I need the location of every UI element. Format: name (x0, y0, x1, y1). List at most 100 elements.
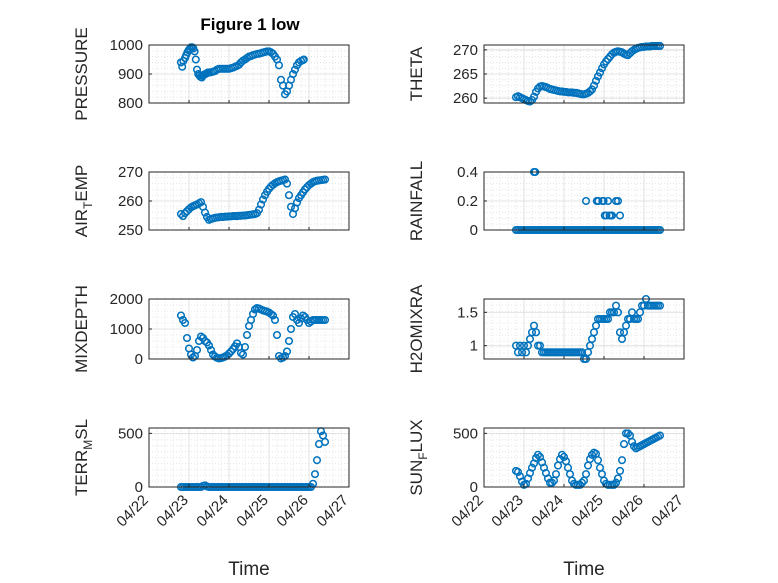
data-point (192, 345, 202, 355)
y-tick-label: 0 (135, 351, 143, 368)
data-point (581, 470, 591, 479)
y-tick-label: 260 (453, 90, 478, 107)
data-point (274, 61, 284, 70)
x-axis-label: Time (563, 559, 605, 580)
axes-box (483, 298, 685, 360)
y-axis-label: AIRTEMP (72, 165, 95, 238)
data-point (597, 64, 607, 73)
data-point (607, 211, 617, 220)
data-point (312, 456, 322, 465)
x-axis-label: Time (228, 559, 270, 580)
data-point (613, 308, 623, 317)
subplot-4: 0 0.2 0.4 RAINFALL (407, 161, 685, 241)
y-tick-label: 270 (453, 42, 478, 59)
data-point (196, 198, 206, 207)
data-point (527, 463, 537, 472)
data-point (547, 478, 557, 487)
figure-title: Figure 1 low (200, 15, 300, 34)
data-point (557, 450, 567, 459)
data-point (320, 175, 330, 184)
subplot-2: 260 265 270 THETA (407, 42, 685, 107)
y-tick-label: 1000 (110, 37, 143, 54)
data-point (591, 76, 601, 85)
data-point (655, 431, 665, 440)
data-point (594, 196, 603, 206)
axes-box (148, 427, 350, 488)
data-point (200, 208, 210, 217)
y-tick-label: 1.5 (457, 304, 478, 321)
y-tick-label: 800 (118, 95, 143, 112)
data-point (286, 324, 296, 334)
subplot-6: 1 1.5 H2OMIXRA (407, 284, 685, 373)
data-point (180, 318, 190, 328)
data-point (577, 478, 587, 487)
y-axis-label: MIXDEPTH (72, 285, 91, 373)
data-point (292, 198, 302, 207)
data-point (559, 452, 569, 462)
subplot-7: 0 500 TERRMSL 04/22 04/23 04/24 04/25 04/26 04/2… (72, 419, 352, 580)
data-point (551, 470, 561, 479)
y-tick-label: 500 (453, 425, 478, 442)
y-axis-label: RAINFALL (407, 161, 426, 241)
data-point (585, 87, 595, 96)
data-point (603, 196, 613, 206)
y-tick-label: 260 (118, 193, 143, 210)
data-point (240, 342, 250, 352)
data-point (609, 480, 619, 489)
x-tick-label: 04/24 (193, 492, 232, 531)
data-point (188, 353, 198, 362)
data-point (299, 55, 308, 64)
data-point (264, 184, 274, 193)
data-point (272, 330, 282, 340)
data-point (593, 456, 603, 465)
data-point (615, 466, 625, 475)
y-axis-label: H2OMIXRA (407, 284, 426, 373)
data-point (282, 179, 292, 188)
data-point (531, 328, 541, 337)
data-point (290, 65, 300, 74)
data-point (623, 429, 633, 438)
y-axis-label: THETA (407, 46, 426, 101)
y-axis-label: SUNFLUX (407, 419, 430, 495)
x-tick-label: 04/26 (273, 492, 312, 531)
data-point (617, 456, 627, 465)
data-point (280, 175, 290, 184)
data-point (585, 455, 595, 464)
data-point (204, 341, 214, 350)
y-tick-label: 0 (470, 222, 478, 239)
data-point (587, 85, 597, 94)
data-point (613, 196, 623, 206)
data-point (258, 195, 268, 204)
subplot-5: 0 1000 2000 MIXDEPTH (72, 285, 350, 373)
data-point (320, 437, 330, 446)
data-point (191, 55, 200, 64)
data-point (242, 330, 252, 340)
data-point (190, 47, 199, 56)
data-point (238, 350, 248, 359)
y-tick-label: 270 (118, 164, 143, 181)
data-point (300, 185, 310, 194)
data-point (182, 333, 192, 343)
data-point (587, 450, 597, 459)
y-tick-label: 900 (118, 66, 143, 83)
data-point (581, 196, 591, 206)
x-tick-label: 04/22 (448, 492, 487, 531)
data-point (236, 348, 246, 358)
data-point (278, 353, 288, 362)
y-tick-label: 0 (135, 479, 143, 496)
data-point (619, 440, 629, 449)
data-point (266, 309, 276, 319)
x-tick-label: 04/23 (153, 492, 192, 531)
data-point (298, 311, 308, 320)
data-point (575, 480, 585, 489)
x-tick-label: 04/25 (568, 492, 607, 531)
data-point (176, 311, 186, 320)
data-point (284, 191, 294, 200)
x-tick-label: 04/24 (528, 492, 567, 531)
subplot-8: 0 500 SUNFLUX 04/22 04/23 04/24 04/25 04/26 04/2… (407, 419, 687, 580)
axes-box (483, 427, 685, 488)
x-tick-label: 04/23 (488, 492, 527, 531)
x-tick-label: 04/26 (608, 492, 647, 531)
y-axis-label: TERRMSL (72, 419, 95, 496)
